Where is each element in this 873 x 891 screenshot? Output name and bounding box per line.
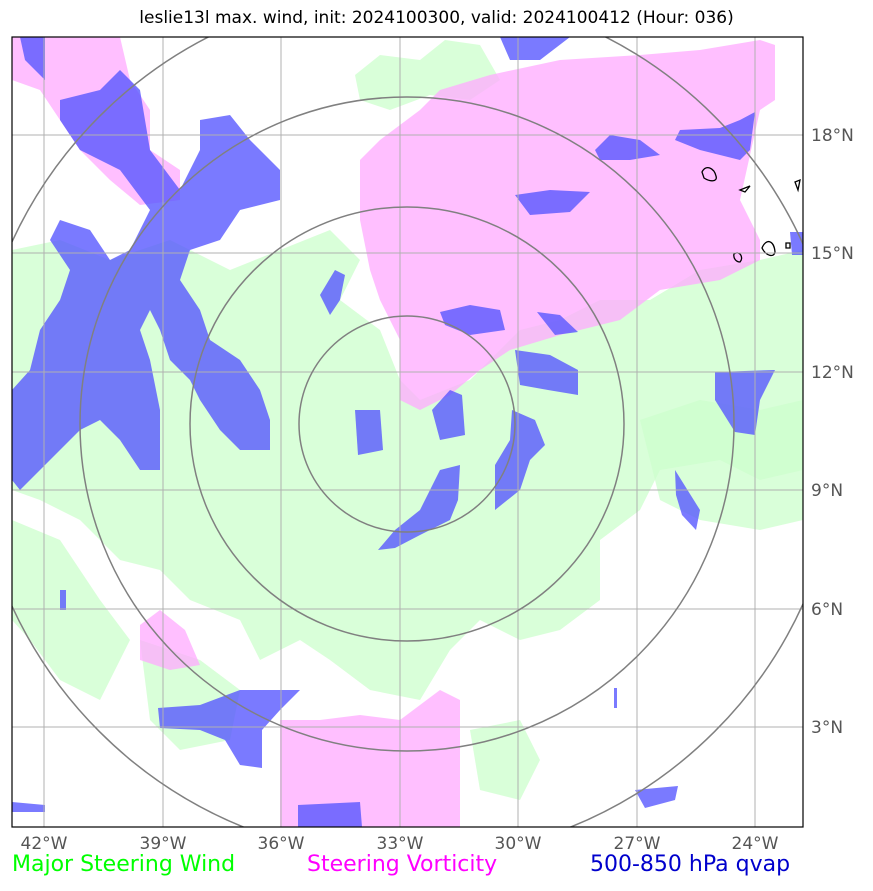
- lon-tick-label: 33°W: [377, 834, 424, 854]
- qvap-region-e1: [715, 370, 775, 435]
- lat-tick-label: 12°N: [811, 363, 854, 383]
- wind-region-west: [12, 520, 130, 700]
- lon-tick-label: 27°W: [614, 834, 661, 854]
- lat-tick-label: 18°N: [811, 126, 854, 146]
- lat-tick-label: 6°N: [811, 600, 843, 620]
- qvap-region-north: [500, 37, 570, 60]
- wind-region-southeast: [470, 720, 540, 800]
- qvap-region-e2: [675, 470, 700, 530]
- qvap-region-ne-patch: [595, 135, 660, 160]
- lon-tick-label: 39°W: [140, 834, 187, 854]
- qvap-region-east-edge: [790, 232, 803, 255]
- lat-tick-label: 15°N: [811, 244, 854, 264]
- vorticity-region-southwest: [140, 610, 200, 670]
- qvap-region-line: [614, 688, 617, 708]
- map-frame: [11, 36, 804, 828]
- lat-tick-label: 9°N: [811, 481, 843, 501]
- range-ring-3: [79, 96, 735, 752]
- lon-tick-label: 24°W: [732, 834, 779, 854]
- graticule: [12, 37, 803, 827]
- qvap-region-w-small: [60, 590, 66, 610]
- qvap-region-s2: [12, 802, 45, 812]
- legend-major-steering-wind: Major Steering Wind: [12, 852, 236, 877]
- qvap-region-c5: [378, 465, 460, 550]
- qvap-region-c4: [495, 410, 545, 510]
- qvap-region-center-b: [537, 312, 578, 335]
- range-ring-2: [189, 206, 625, 642]
- qvap-region-ne-strip: [675, 112, 755, 160]
- lat-tick-label: 3°N: [811, 718, 843, 738]
- qvap-region-wedge: [320, 270, 345, 315]
- range-ring-1: [298, 315, 516, 533]
- wind-region-east: [640, 400, 803, 530]
- qvap-region-sw1: [158, 690, 300, 768]
- legend-steering-vorticity: Steering Vorticity: [307, 852, 498, 877]
- lon-tick-label: 36°W: [258, 834, 305, 854]
- lon-tick-label: 30°W: [495, 834, 542, 854]
- legend-qvap: 500-850 hPa qvap: [590, 852, 791, 877]
- map-title: leslie13l max. wind, init: 2024100300, v…: [139, 8, 734, 28]
- lat-tick-labels: 3°N 6°N 9°N 12°N 15°N 18°N: [811, 126, 854, 738]
- qvap-region-c1: [355, 410, 383, 455]
- qvap-region-west-band: [12, 70, 280, 490]
- range-rings: [12, 37, 803, 827]
- qvap-region-ne-blob: [515, 190, 590, 215]
- lon-tick-label: 42°W: [21, 834, 68, 854]
- vorticity-region-south: [280, 690, 460, 827]
- qvap-region-se: [635, 786, 678, 808]
- lon-tick-labels: 42°W 39°W 36°W 33°W 30°W 27°W 24°W: [21, 834, 779, 854]
- qvap-region-c2: [432, 390, 465, 440]
- qvap-layer: [12, 37, 803, 827]
- qvap-region-s1: [298, 802, 362, 827]
- qvap-region-west-edge: [20, 37, 45, 80]
